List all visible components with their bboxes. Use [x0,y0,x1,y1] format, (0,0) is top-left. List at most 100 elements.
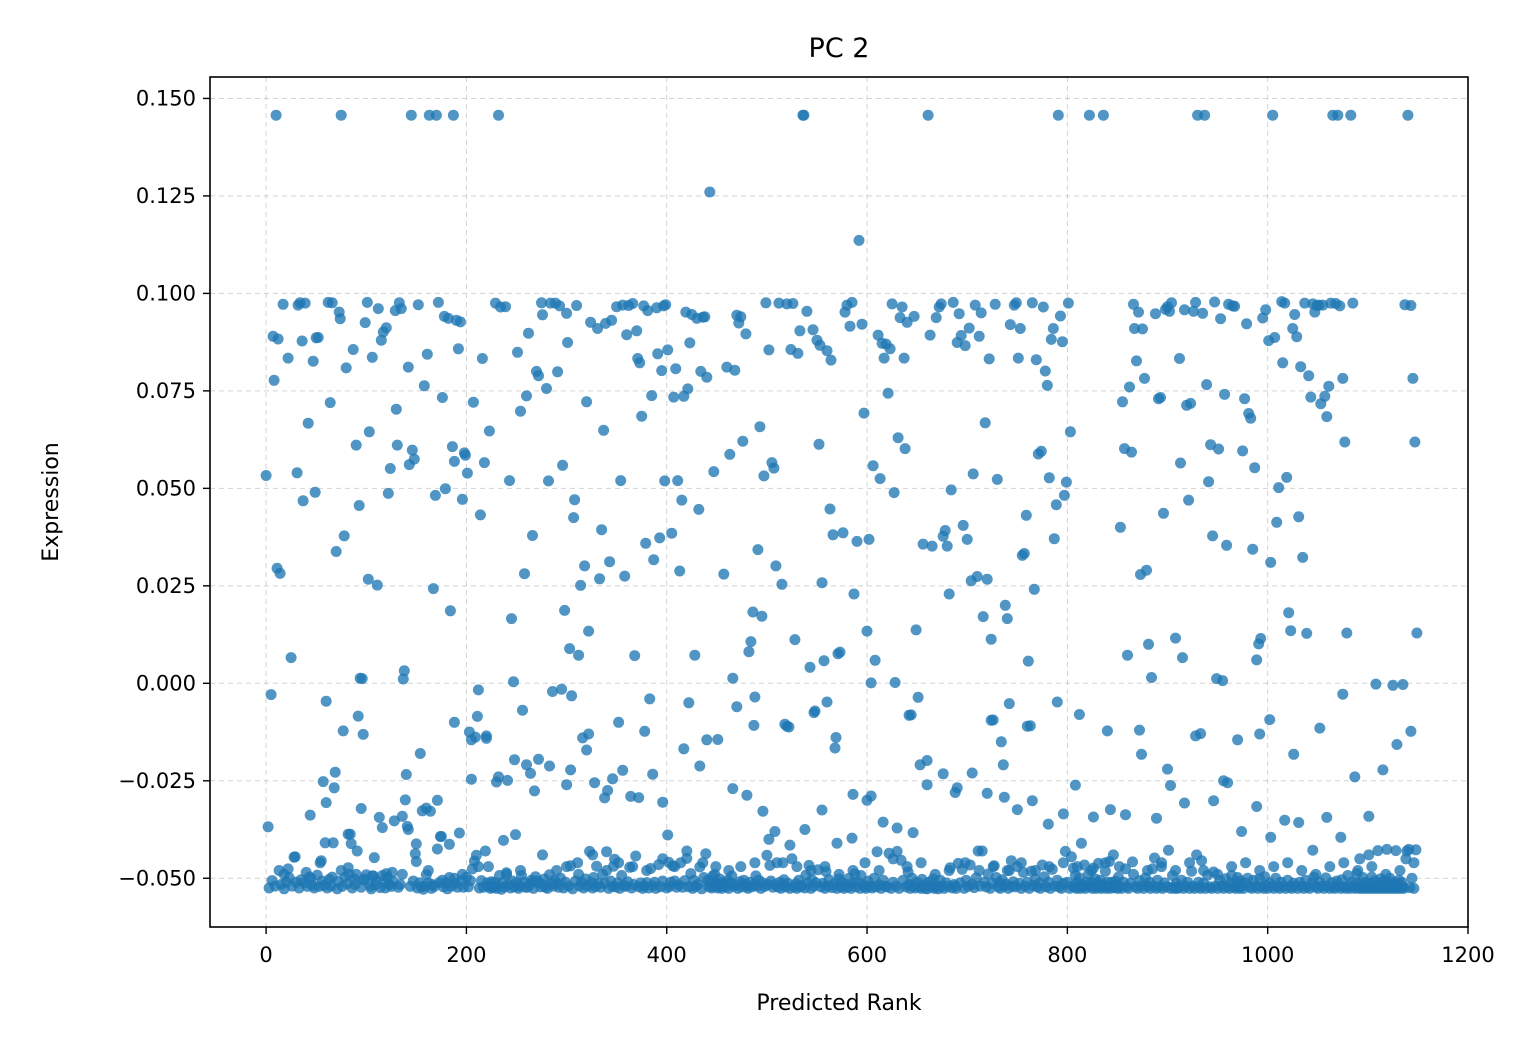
data-point [983,353,995,365]
data-point [1026,297,1038,309]
data-point [1179,304,1190,316]
data-point [1240,857,1252,869]
data-point [356,673,368,685]
data-point [551,865,563,876]
x-tick-label: 600 [847,943,887,967]
data-point [296,335,308,347]
data-point [642,305,654,317]
data-point [891,822,903,834]
data-point [587,849,599,861]
data-point [929,868,941,880]
y-tick-label: 0.025 [136,574,196,598]
data-point [973,330,985,342]
data-point [1158,507,1169,519]
data-point [1058,489,1070,501]
data-point [320,695,332,707]
data-point [307,355,319,367]
data-point [1321,811,1333,823]
data-point [627,298,639,309]
data-point [429,489,441,501]
data-point [729,364,741,376]
data-point [886,298,898,310]
data-point [941,540,953,552]
data-point [270,109,282,121]
data-point [776,578,788,590]
data-point [757,805,769,817]
data-point [888,487,900,499]
data-point [543,475,554,487]
data-point [1408,857,1420,869]
data-point [1021,720,1033,732]
data-point [709,868,721,880]
data-point [382,487,394,499]
data-point [508,676,519,688]
data-point [396,810,408,822]
data-point [997,759,1009,771]
data-point [1201,379,1213,391]
data-point [1043,861,1055,873]
data-point [363,426,375,438]
data-point [315,855,327,867]
data-point [861,625,873,637]
data-point [1062,297,1074,309]
data-point [1212,868,1224,880]
data-point [319,837,331,849]
y-tick-label: −0.025 [118,769,196,793]
data-point [1164,305,1175,317]
x-tick-label: 400 [647,943,687,967]
data-point [641,865,653,876]
data-point [297,495,309,507]
data-point [745,636,757,648]
data-point [847,788,859,800]
data-point [1339,436,1351,448]
data-point [634,357,646,369]
data-point [476,353,488,364]
x-tick-label: 1000 [1241,943,1294,967]
data-point [1134,724,1145,736]
data-point [373,811,385,823]
data-point [889,677,901,688]
data-point [1307,844,1319,856]
data-point [1268,861,1280,873]
data-point [533,370,544,382]
data-point [821,696,833,708]
data-point [991,473,1003,485]
data-point [268,374,280,386]
data-point [829,742,841,754]
data-point [856,318,868,330]
data-point [816,804,828,816]
data-point [621,329,633,341]
data-point [871,846,883,858]
data-point [869,654,881,666]
data-point [340,362,352,374]
data-point [813,438,825,450]
data-point [1203,476,1215,488]
data-point [1345,109,1357,121]
data-point [1065,851,1077,863]
data-point [1198,865,1210,876]
data-point [1319,390,1331,402]
data-point [1265,831,1277,843]
data-point [743,646,755,658]
data-point [1010,297,1022,309]
data-point [1251,654,1263,666]
data-point [410,838,422,850]
data-point [741,789,753,801]
data-point [380,868,392,880]
data-point [1209,296,1221,308]
data-point [1237,445,1249,457]
data-point [818,655,830,667]
data-point [712,734,724,745]
data-point [291,467,303,479]
data-point [791,861,803,873]
data-point [431,794,443,806]
data-point [352,710,364,722]
data-point [1323,380,1335,392]
chart-title: PC 2 [809,33,870,64]
data-point [446,441,458,453]
data-point [1402,109,1414,121]
data-point [561,307,573,319]
data-point [1387,679,1399,691]
data-point [1175,457,1186,469]
data-point [330,546,342,557]
